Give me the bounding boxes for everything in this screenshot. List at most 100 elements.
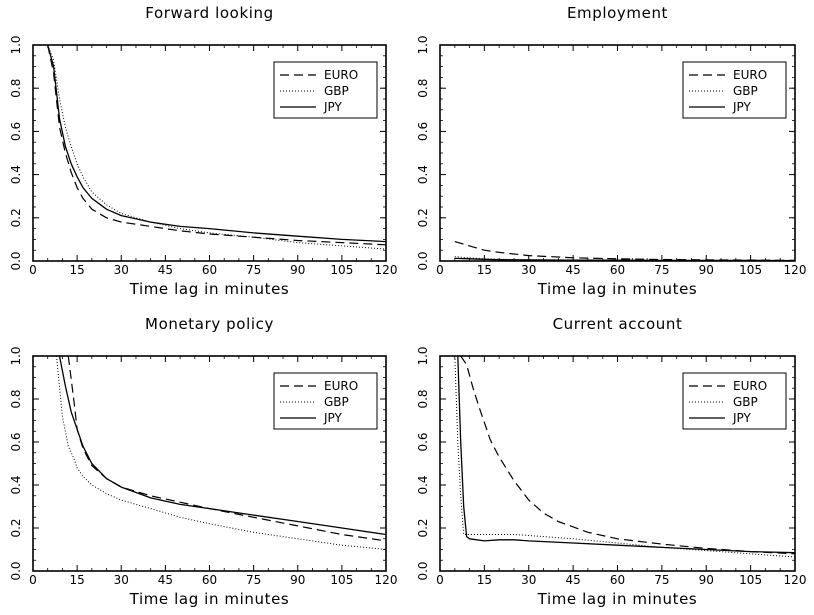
y-tick-label: 0.2	[416, 208, 430, 227]
y-tick-label: 0.4	[416, 475, 430, 494]
series-group	[47, 45, 386, 250]
x-tick-label: 90	[699, 263, 714, 277]
x-tick-label: 120	[375, 263, 398, 277]
x-tick-label: 120	[784, 573, 807, 587]
legend-box	[682, 61, 787, 119]
x-tick-label: 120	[375, 573, 398, 587]
series-line-jpy	[58, 356, 386, 536]
chart-panel-1: Forward looking Time lag in minutes 0 15 30 4…	[9, 4, 397, 298]
y-tick-label: 0.6	[9, 432, 23, 451]
legend: EURO GBP JPY	[273, 61, 378, 119]
legend-label: JPY	[732, 411, 752, 425]
legend: EURO GBP JPY	[273, 372, 378, 430]
legend-label: JPY	[732, 100, 752, 114]
y-tick-label: 0.6	[416, 122, 430, 141]
x-tick-label: 0	[29, 263, 37, 277]
x-tick-label: 105	[330, 263, 353, 277]
series-line-gbp	[454, 256, 795, 261]
legend-label: GBP	[733, 395, 758, 409]
y-tick-label: 0.0	[416, 561, 430, 580]
y-tick-label: 0.2	[416, 518, 430, 537]
x-axis-label: Time lag in minutes	[129, 590, 290, 608]
x-tick-label: 30	[114, 263, 129, 277]
chart-title: Monetary policy	[145, 315, 274, 333]
x-tick-label: 45	[565, 263, 580, 277]
x-tick-label: 15	[477, 263, 492, 277]
legend: EURO GBP JPY	[682, 372, 787, 430]
legend-box	[273, 372, 378, 430]
y-tick-label: 0.2	[9, 518, 23, 537]
series-line-euro	[460, 356, 795, 555]
legend-box	[273, 61, 378, 119]
legend-label: EURO	[733, 68, 767, 82]
x-tick-label: 120	[784, 263, 807, 277]
y-tick-label: 1.0	[416, 346, 430, 365]
y-tick-label: 1.0	[416, 35, 430, 54]
chart-title: Current account	[553, 315, 683, 333]
y-tick-label: 0.0	[9, 561, 23, 580]
x-tick-label: 15	[69, 263, 84, 277]
x-tick-label: 15	[69, 573, 84, 587]
chart-title: Forward looking	[145, 4, 274, 22]
chart-panel-2: Employment Time lag in minutes 0 15 30 45 60 75…	[416, 4, 806, 298]
y-tick-label: 0.8	[416, 79, 430, 98]
y-tick-label: 0.0	[9, 251, 23, 270]
legend-label: JPY	[323, 100, 343, 114]
legend-label: GBP	[324, 395, 349, 409]
y-tick-label: 0.4	[416, 165, 430, 184]
legend-label: JPY	[323, 411, 343, 425]
x-tick-label: 45	[565, 573, 580, 587]
x-tick-label: 90	[290, 573, 305, 587]
x-axis-label: Time lag in minutes	[537, 280, 698, 298]
x-axis-label: Time lag in minutes	[537, 590, 698, 608]
x-tick-label: 75	[246, 573, 261, 587]
legend: EURO GBP JPY	[682, 61, 787, 119]
x-tick-label: 90	[699, 573, 714, 587]
x-tick-label: 0	[436, 263, 444, 277]
y-tick-label: 0.6	[416, 432, 430, 451]
x-tick-label: 60	[610, 573, 625, 587]
legend-label: GBP	[324, 84, 349, 98]
y-tick-label: 0.4	[9, 475, 23, 494]
series-group	[56, 356, 386, 550]
x-axis-label: Time lag in minutes	[129, 280, 290, 298]
legend-label: GBP	[733, 84, 758, 98]
series-line-jpy	[47, 45, 386, 243]
x-tick-label: 90	[290, 263, 305, 277]
series-group	[454, 241, 795, 261]
series-line-euro	[47, 45, 386, 246]
y-tick-label: 0.4	[9, 165, 23, 184]
x-tick-label: 60	[202, 573, 217, 587]
y-tick-label: 0.2	[9, 208, 23, 227]
x-tick-label: 60	[202, 263, 217, 277]
y-tick-label: 0.0	[416, 251, 430, 270]
y-tick-label: 0.6	[9, 122, 23, 141]
legend-box	[682, 372, 787, 430]
series-line-gbp	[47, 45, 386, 250]
chart-panel-3: Monetary policy Time lag in minutes 0 15 30 4…	[9, 315, 397, 608]
x-tick-label: 75	[654, 573, 669, 587]
x-tick-label: 75	[654, 263, 669, 277]
y-tick-label: 1.0	[9, 346, 23, 365]
x-tick-label: 45	[158, 263, 173, 277]
x-tick-label: 0	[29, 573, 37, 587]
x-tick-label: 105	[739, 573, 762, 587]
chart-title: Employment	[567, 4, 668, 22]
x-tick-label: 30	[114, 573, 129, 587]
x-tick-label: 30	[521, 573, 536, 587]
x-tick-label: 0	[436, 573, 444, 587]
x-tick-label: 60	[610, 263, 625, 277]
y-tick-label: 0.8	[416, 389, 430, 408]
x-tick-label: 105	[739, 263, 762, 277]
legend-label: EURO	[324, 68, 358, 82]
x-tick-label: 105	[330, 573, 353, 587]
series-line-gbp	[56, 356, 386, 550]
legend-label: EURO	[324, 379, 358, 393]
chart-panel-4: Current account Time lag in minutes 0 15 30 4…	[416, 315, 806, 608]
y-tick-label: 0.8	[9, 79, 23, 98]
series-group	[454, 356, 795, 558]
legend-label: EURO	[733, 379, 767, 393]
x-tick-label: 30	[521, 263, 536, 277]
y-tick-label: 1.0	[9, 35, 23, 54]
